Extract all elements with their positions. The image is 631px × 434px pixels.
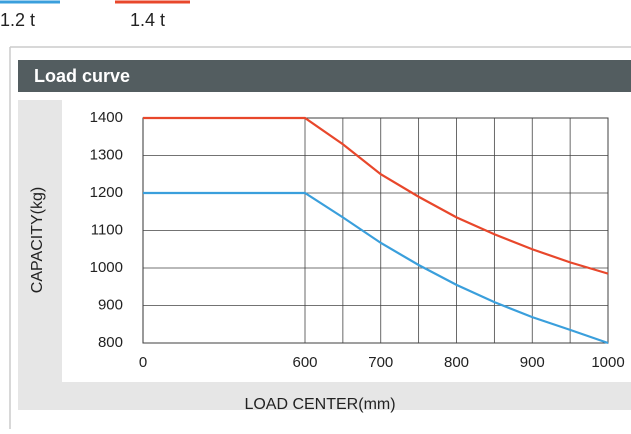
chart-title: Load curve xyxy=(34,66,130,86)
x-tick-label: 1000 xyxy=(591,354,624,371)
legend-label: 1.2 t xyxy=(0,10,35,30)
y-tick-label: 900 xyxy=(98,296,123,313)
header-bar xyxy=(18,60,631,92)
y-tick-label: 1100 xyxy=(91,221,123,238)
y-tick-label: 1200 xyxy=(90,184,123,201)
y-tick-label: 1000 xyxy=(90,259,123,276)
x-tick-label: 600 xyxy=(292,354,317,371)
y-tick-label: 1400 xyxy=(90,109,123,126)
plot-background xyxy=(62,100,631,382)
series-line xyxy=(143,116,609,275)
y-tick-label: 800 xyxy=(98,334,123,351)
series-line xyxy=(143,191,609,345)
x-tick-label: 0 xyxy=(139,354,147,371)
y-axis-label: CAPACITY(kg) xyxy=(29,187,46,293)
x-axis-label: LOAD CENTER(mm) xyxy=(244,396,395,413)
x-tick-label: 700 xyxy=(368,354,393,371)
x-tick-label: 900 xyxy=(520,354,545,371)
y-tick-label: 1300 xyxy=(90,146,123,163)
x-tick-label: 800 xyxy=(444,354,469,371)
legend-label: 1.4 t xyxy=(130,10,165,30)
